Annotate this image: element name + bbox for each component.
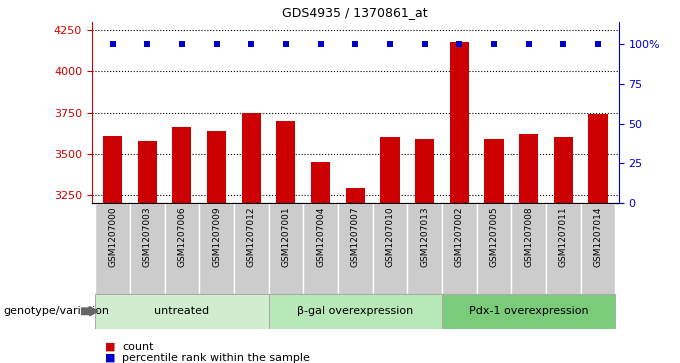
Text: GSM1207004: GSM1207004 [316,206,325,266]
Bar [449,42,469,203]
Bar [130,203,165,294]
Bar [380,137,400,203]
Title: GDS4935 / 1370861_at: GDS4935 / 1370861_at [282,6,428,19]
Text: GSM1207002: GSM1207002 [455,206,464,266]
Text: GSM1207000: GSM1207000 [108,206,117,267]
Text: GSM1207007: GSM1207007 [351,206,360,267]
Text: GSM1207006: GSM1207006 [177,206,186,267]
Point [107,41,118,47]
Bar [407,203,442,294]
Bar [477,203,511,294]
Point [211,41,222,47]
Bar [207,131,226,203]
Bar [303,203,338,294]
Text: β-gal overexpression: β-gal overexpression [297,306,413,316]
Text: GSM1207012: GSM1207012 [247,206,256,266]
Bar [554,137,573,203]
Text: GSM1207005: GSM1207005 [490,206,498,267]
Point [281,41,292,47]
Point [384,41,395,47]
Point [454,41,464,47]
Bar [484,139,503,203]
Point [142,41,153,47]
Text: genotype/variation: genotype/variation [3,306,109,316]
Point [592,41,603,47]
Point [523,41,534,47]
Text: GSM1207001: GSM1207001 [282,206,290,267]
Text: GSM1207003: GSM1207003 [143,206,152,267]
Bar [173,127,192,203]
Bar [269,203,303,294]
Point [246,41,257,47]
Text: GSM1207009: GSM1207009 [212,206,221,267]
Point [419,41,430,47]
Bar [588,114,607,203]
Bar [511,203,546,294]
Bar [199,203,234,294]
Bar [311,162,330,203]
Text: GSM1207013: GSM1207013 [420,206,429,267]
Text: GSM1207014: GSM1207014 [594,206,602,266]
Text: percentile rank within the sample: percentile rank within the sample [122,352,310,363]
Point [316,41,326,47]
Text: untreated: untreated [154,306,209,316]
Bar [242,113,261,203]
Bar [95,294,269,329]
Bar [442,203,477,294]
Bar [345,188,365,203]
Bar [581,203,615,294]
Bar [269,294,442,329]
Text: ■: ■ [105,352,116,363]
Bar [442,294,615,329]
Bar [546,203,581,294]
Text: Pdx-1 overexpression: Pdx-1 overexpression [469,306,588,316]
Text: GSM1207011: GSM1207011 [559,206,568,267]
Text: count: count [122,342,154,352]
Bar [338,203,373,294]
Bar [234,203,269,294]
Bar [415,139,434,203]
Bar [103,136,122,203]
Bar [95,203,130,294]
Bar [373,203,407,294]
Point [558,41,568,47]
Bar [519,134,538,203]
Bar [277,121,296,203]
Text: GSM1207010: GSM1207010 [386,206,394,267]
Point [177,41,188,47]
Point [488,41,499,47]
Point [350,41,360,47]
Text: GSM1207008: GSM1207008 [524,206,533,267]
Text: ■: ■ [105,342,116,352]
Bar [165,203,199,294]
Bar [138,140,157,203]
